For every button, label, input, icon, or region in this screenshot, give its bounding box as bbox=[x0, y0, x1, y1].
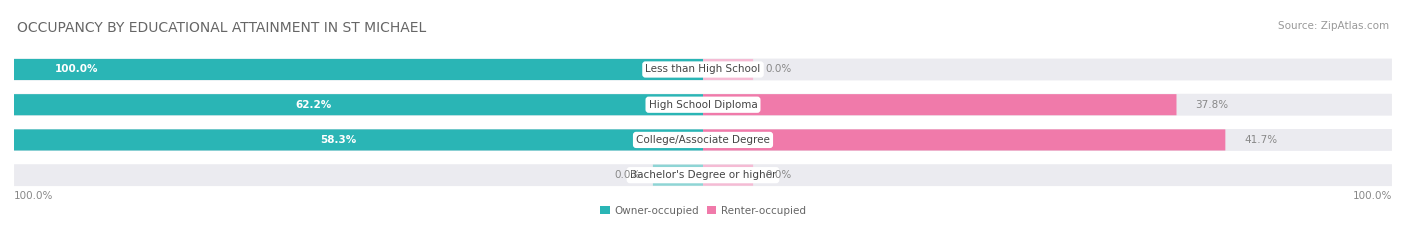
Text: 37.8%: 37.8% bbox=[1195, 100, 1229, 110]
Text: 100.0%: 100.0% bbox=[14, 191, 53, 201]
Text: 62.2%: 62.2% bbox=[295, 100, 332, 110]
FancyBboxPatch shape bbox=[14, 164, 1392, 186]
Text: 58.3%: 58.3% bbox=[319, 135, 356, 145]
FancyBboxPatch shape bbox=[0, 129, 703, 151]
FancyBboxPatch shape bbox=[14, 129, 1392, 151]
FancyBboxPatch shape bbox=[703, 164, 754, 186]
Text: High School Diploma: High School Diploma bbox=[648, 100, 758, 110]
Text: 0.0%: 0.0% bbox=[766, 65, 792, 75]
FancyBboxPatch shape bbox=[703, 129, 1226, 151]
Text: OCCUPANCY BY EDUCATIONAL ATTAINMENT IN ST MICHAEL: OCCUPANCY BY EDUCATIONAL ATTAINMENT IN S… bbox=[17, 21, 426, 35]
FancyBboxPatch shape bbox=[703, 59, 754, 80]
Text: 0.0%: 0.0% bbox=[766, 170, 792, 180]
Text: 100.0%: 100.0% bbox=[55, 65, 98, 75]
Text: 100.0%: 100.0% bbox=[1353, 191, 1392, 201]
Text: Bachelor's Degree or higher: Bachelor's Degree or higher bbox=[630, 170, 776, 180]
FancyBboxPatch shape bbox=[703, 94, 1177, 115]
FancyBboxPatch shape bbox=[652, 164, 703, 186]
Text: College/Associate Degree: College/Associate Degree bbox=[636, 135, 770, 145]
Text: Less than High School: Less than High School bbox=[645, 65, 761, 75]
FancyBboxPatch shape bbox=[14, 58, 1392, 80]
Text: 0.0%: 0.0% bbox=[614, 170, 640, 180]
Text: Source: ZipAtlas.com: Source: ZipAtlas.com bbox=[1278, 21, 1389, 31]
FancyBboxPatch shape bbox=[14, 94, 1392, 116]
FancyBboxPatch shape bbox=[0, 94, 703, 115]
Legend: Owner-occupied, Renter-occupied: Owner-occupied, Renter-occupied bbox=[596, 202, 810, 220]
Text: 41.7%: 41.7% bbox=[1244, 135, 1277, 145]
FancyBboxPatch shape bbox=[0, 59, 703, 80]
